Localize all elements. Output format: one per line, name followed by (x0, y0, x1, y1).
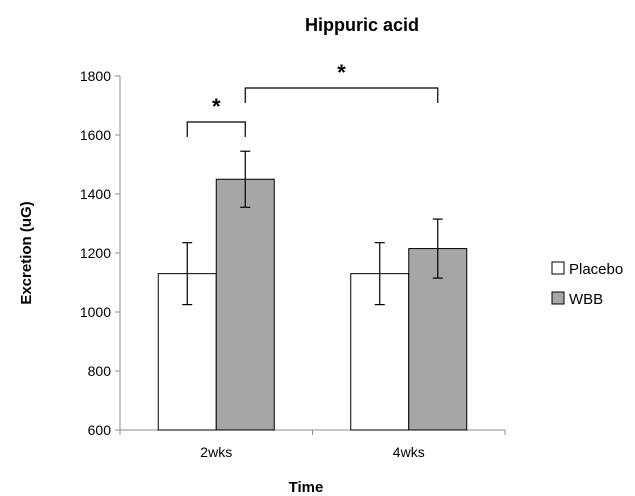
chart-title: Hippuric acid (305, 15, 419, 35)
x-axis-title: Time (289, 479, 324, 496)
y-tick-label: 1200 (80, 245, 111, 261)
bar-wbb-2wks (215, 178, 275, 431)
legend-label-placebo: Placebo (569, 261, 623, 278)
x-tick-label: 4wks (393, 444, 425, 460)
y-tick-label: 1800 (80, 68, 111, 84)
y-axis-title: Excretion (uG) (18, 201, 35, 304)
significance-marker: * (337, 60, 346, 85)
significance-marker: * (212, 94, 221, 119)
significance-bracket (186, 121, 246, 137)
y-tick-label: 800 (88, 363, 112, 379)
significance-bracket (244, 87, 439, 103)
y-tick-label: 1600 (80, 127, 111, 143)
y-tick-label: 1000 (80, 304, 111, 320)
y-tick-label: 600 (88, 422, 112, 438)
y-tick-label: 1400 (80, 186, 111, 202)
plot-area: 600 800 1000 1200 1400 1600 1800 2wks 4wks * * (80, 60, 506, 460)
legend-swatch-wbb (551, 291, 565, 305)
legend: Placebo WBB (551, 261, 623, 308)
legend-swatch-placebo (551, 261, 565, 275)
x-tick-label: 2wks (200, 444, 232, 460)
legend-label-wbb: WBB (569, 291, 603, 308)
